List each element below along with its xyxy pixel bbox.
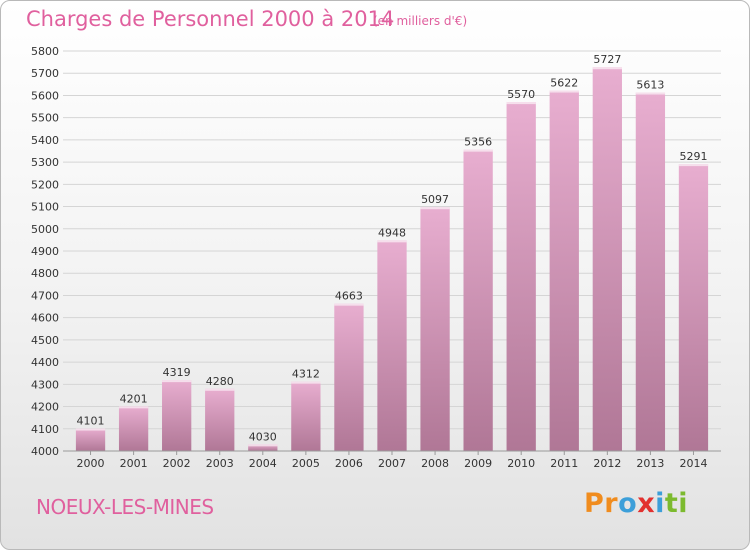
chart-unit: (en milliers d'€) bbox=[373, 14, 468, 28]
bar-highlight bbox=[205, 388, 235, 391]
bar-2006 bbox=[334, 303, 364, 451]
bar-highlight bbox=[463, 149, 493, 152]
logo-letter: i bbox=[655, 488, 665, 519]
data-label-2007: 4948 bbox=[378, 226, 406, 239]
data-label-2000: 4101 bbox=[77, 415, 105, 428]
x-tick-label-2003: 2003 bbox=[206, 457, 234, 470]
bar-highlight bbox=[549, 90, 579, 93]
bar-highlight bbox=[75, 428, 106, 431]
data-label-2006: 4663 bbox=[335, 290, 363, 303]
data-label-2009: 5356 bbox=[464, 136, 492, 149]
logo-letter: P bbox=[584, 488, 605, 519]
bar-2000 bbox=[75, 428, 106, 451]
y-tick-label: 5300 bbox=[31, 156, 59, 169]
commune-name: NOEUX-LES-MINES bbox=[36, 495, 214, 519]
logo-letter: r bbox=[604, 488, 619, 519]
bar-2013 bbox=[635, 92, 666, 452]
x-tick-label-2006: 2006 bbox=[335, 457, 363, 470]
y-tick-label: 5200 bbox=[31, 178, 59, 191]
y-tick-label: 4900 bbox=[31, 245, 59, 258]
bar-highlight bbox=[635, 92, 666, 95]
logo-letter: t bbox=[664, 488, 679, 519]
bar-2007 bbox=[377, 240, 407, 451]
logo-letter: o bbox=[618, 488, 638, 519]
y-tick-label: 5500 bbox=[31, 112, 59, 125]
x-tick-label-2001: 2001 bbox=[120, 457, 148, 470]
data-label-2001: 4201 bbox=[120, 392, 148, 405]
data-label-2008: 5097 bbox=[421, 193, 449, 206]
y-tick-label: 4500 bbox=[31, 334, 59, 347]
y-tick-label: 4800 bbox=[31, 267, 59, 280]
data-label-2013: 5613 bbox=[636, 79, 664, 92]
data-label-2002: 4319 bbox=[163, 366, 191, 379]
logo-letter: x bbox=[637, 488, 656, 519]
bar-highlight bbox=[377, 240, 407, 243]
data-label-2003: 4280 bbox=[206, 375, 234, 388]
bar-2004 bbox=[248, 444, 278, 451]
x-tick-label-2000: 2000 bbox=[77, 457, 105, 470]
data-label-2005: 4312 bbox=[292, 368, 320, 381]
x-tick-label-2007: 2007 bbox=[378, 457, 406, 470]
bars bbox=[75, 67, 709, 452]
x-tick-label-2009: 2009 bbox=[464, 457, 492, 470]
x-tick-label-2004: 2004 bbox=[249, 457, 277, 470]
bar-2009 bbox=[463, 149, 493, 451]
bar-2002 bbox=[162, 380, 192, 451]
x-tick-label-2012: 2012 bbox=[593, 457, 621, 470]
data-label-2004: 4030 bbox=[249, 430, 277, 443]
bar-2005 bbox=[291, 381, 321, 451]
y-tick-label: 5600 bbox=[31, 89, 59, 102]
bar-2014 bbox=[678, 164, 709, 451]
bar-highlight bbox=[678, 164, 709, 167]
bar-highlight bbox=[506, 102, 536, 105]
bar-2010 bbox=[506, 102, 536, 451]
bar-2008 bbox=[420, 207, 450, 451]
y-tick-label: 5400 bbox=[31, 134, 59, 147]
x-tick-label-2013: 2013 bbox=[636, 457, 664, 470]
x-axis-ticks: 2000 2001 2002 2003 2004 2005 2006 2007 2008 2009… bbox=[77, 451, 707, 470]
proxiti-logo: Proxiti bbox=[584, 488, 688, 519]
y-tick-label: 4200 bbox=[31, 401, 59, 414]
y-tick-label: 4600 bbox=[31, 312, 59, 325]
bar-highlight bbox=[334, 303, 364, 306]
x-tick-label-2010: 2010 bbox=[507, 457, 535, 470]
logo-letter: i bbox=[678, 488, 689, 519]
x-tick-label-2002: 2002 bbox=[163, 457, 191, 470]
x-tick-label-2011: 2011 bbox=[550, 457, 578, 470]
data-label-2012: 5727 bbox=[593, 53, 621, 66]
bar-highlight bbox=[118, 406, 149, 409]
y-tick-label: 4000 bbox=[31, 445, 59, 458]
y-axis-ticks: 4000 4100 4200 4300 4400 4500 4600 4700 4800 4900… bbox=[31, 45, 59, 458]
bar-2012 bbox=[592, 67, 622, 451]
bar-highlight bbox=[420, 207, 450, 210]
data-label-2011: 5622 bbox=[550, 77, 578, 90]
bar-2001 bbox=[118, 406, 149, 451]
data-label-2010: 5570 bbox=[507, 88, 535, 101]
chart-title: Charges de Personnel 2000 à 2014 bbox=[26, 7, 395, 31]
y-tick-label: 5700 bbox=[31, 67, 59, 80]
y-tick-label: 5100 bbox=[31, 201, 59, 214]
bar-highlight bbox=[162, 380, 192, 383]
bar-2011 bbox=[549, 90, 579, 452]
y-tick-label: 4400 bbox=[31, 356, 59, 369]
y-tick-label: 4700 bbox=[31, 289, 59, 302]
bar-highlight bbox=[592, 67, 622, 70]
bar-highlight bbox=[248, 444, 278, 447]
data-labels: 4101 4201 4319 4280 4030 4312 4663 4948 5097 5356… bbox=[77, 53, 708, 443]
y-tick-label: 5000 bbox=[31, 223, 59, 236]
x-tick-label-2005: 2005 bbox=[292, 457, 320, 470]
data-label-2014: 5291 bbox=[679, 150, 707, 163]
y-tick-label: 5800 bbox=[31, 45, 59, 58]
y-tick-label: 4100 bbox=[31, 423, 59, 436]
x-tick-label-2008: 2008 bbox=[421, 457, 449, 470]
bar-2003 bbox=[205, 388, 235, 451]
x-tick-label-2014: 2014 bbox=[679, 457, 707, 470]
y-tick-label: 4300 bbox=[31, 378, 59, 391]
bar-highlight bbox=[291, 381, 321, 384]
